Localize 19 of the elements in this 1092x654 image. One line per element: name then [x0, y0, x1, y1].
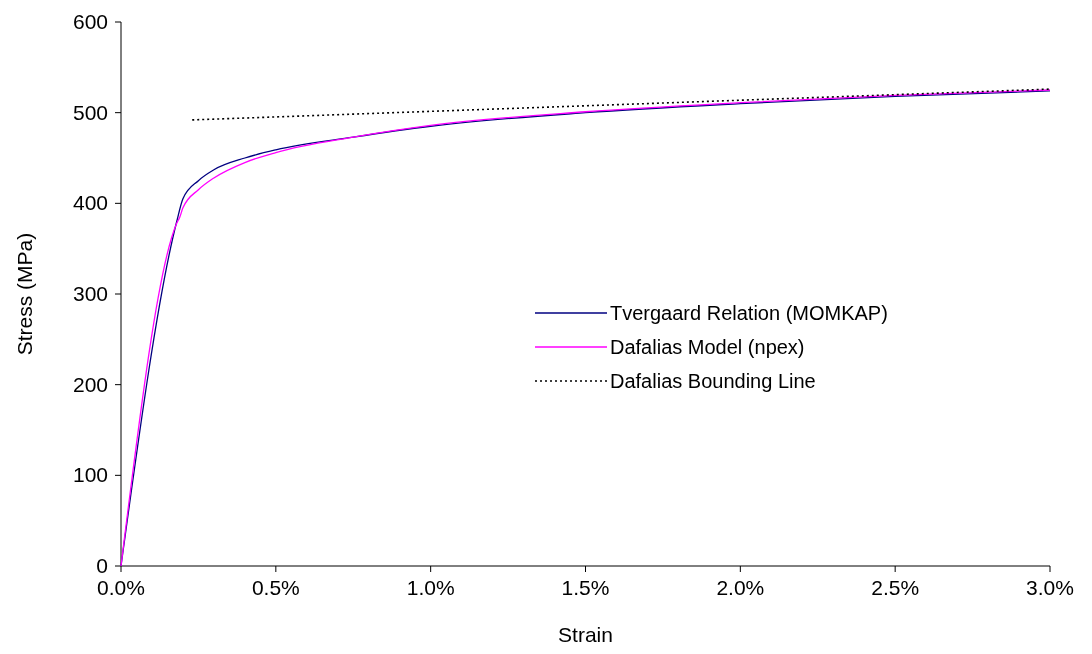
y-tick-label: 300	[72, 282, 108, 305]
y-tick-label: 500	[72, 100, 108, 124]
y-axis-title: Stress (MPa)	[13, 232, 36, 356]
legend-label: Tvergaard Relation (MOMKAP)	[610, 302, 888, 324]
x-tick-label: 2.5%	[871, 576, 920, 599]
x-tick-label: 0.5%	[251, 576, 300, 599]
y-tick-label: 100	[72, 463, 108, 487]
y-tick-label: 200	[72, 372, 108, 396]
x-tick-label: 0.0%	[97, 576, 145, 599]
x-tick-label: 1.5%	[561, 576, 610, 599]
x-tick-label: 3.0%	[1026, 576, 1074, 599]
x-axis-title: Strain	[558, 623, 613, 646]
legend-label: Dafalias Model (npex)	[610, 336, 805, 358]
y-tick-label: 400	[72, 191, 108, 215]
y-tick-label: 0	[96, 554, 108, 577]
legend-label: Dafalias Bounding Line	[610, 370, 816, 392]
x-tick-label: 1.0%	[406, 576, 455, 599]
y-tick-label: 600	[72, 10, 108, 33]
x-tick-label: 2.0%	[716, 576, 765, 599]
